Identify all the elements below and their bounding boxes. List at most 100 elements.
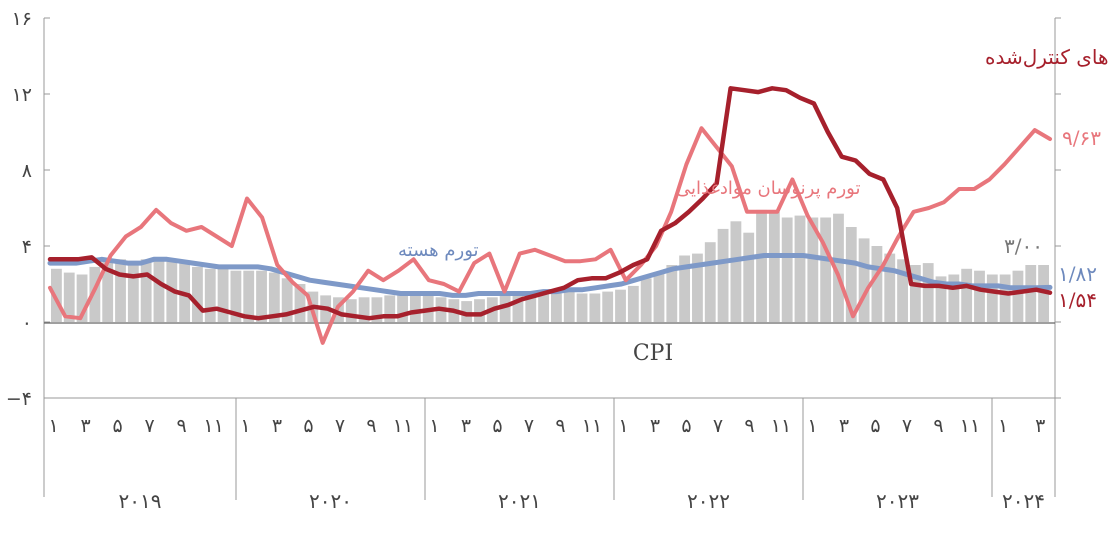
- cpi-bar: [115, 259, 126, 322]
- cpi-bar: [243, 270, 255, 322]
- cpi-bar: [268, 272, 280, 322]
- cpi-bar: [909, 265, 921, 322]
- x-tick-label: ۱۱: [771, 415, 791, 437]
- x-tick-label: ۵: [681, 415, 691, 437]
- cpi-bar: [884, 253, 896, 322]
- cpi-bar: [871, 246, 883, 322]
- cpi-bar: [256, 270, 267, 322]
- end-label-core: ۱/۸۲: [1058, 262, 1097, 286]
- year-label: ۲۰۱۹: [119, 489, 162, 513]
- year-label: ۲۰۲۳: [876, 489, 919, 513]
- year-label: ۲۰۲۴: [1002, 489, 1045, 513]
- x-tick-label: ۹: [555, 415, 565, 437]
- cpi-bar: [51, 268, 62, 322]
- cpi-bar: [833, 213, 844, 322]
- label-cpi: CPI: [633, 341, 673, 366]
- cpi-bar: [384, 295, 396, 322]
- cpi-bar: [474, 299, 485, 322]
- cpi-bar: [397, 295, 408, 322]
- x-tick-label: ۵: [303, 415, 313, 437]
- cpi-bar: [897, 259, 908, 322]
- cpi-bar: [538, 293, 549, 322]
- x-tick-label: ۱: [998, 415, 1008, 437]
- x-tick-label: ۵: [870, 415, 880, 437]
- cpi-bar: [127, 261, 139, 322]
- x-tick-label: ۹: [744, 415, 754, 437]
- cpi-bar: [961, 268, 973, 322]
- cpi-bar: [692, 253, 703, 322]
- cpi-bar: [512, 293, 524, 322]
- x-tick-label: ۱: [618, 415, 628, 437]
- x-tick-label: ۱: [240, 415, 250, 437]
- x-tick-label: ۱۱: [582, 415, 602, 437]
- cpi-bar: [102, 261, 114, 322]
- cpi-bar: [140, 259, 152, 322]
- x-tick-label: ۳: [80, 415, 90, 437]
- cpi-bar: [217, 266, 229, 322]
- cpi-bar: [153, 257, 165, 322]
- cpi-bar: [576, 293, 588, 322]
- cpi-bar: [602, 291, 614, 322]
- cpi-bar: [935, 276, 947, 322]
- series-line-2: [48, 126, 1052, 345]
- cpi-bar: [653, 272, 665, 322]
- series-lines: [47, 86, 1053, 345]
- year-label: ۲۰۲۰: [309, 489, 352, 513]
- y-tick-label: ۴: [22, 236, 32, 258]
- x-tick-label: ۹: [366, 415, 376, 437]
- x-tick-label: ۱: [807, 415, 817, 437]
- cpi-bar: [974, 270, 985, 322]
- x-tick-label: ۱۱: [960, 415, 980, 437]
- cpi-bar: [294, 284, 306, 322]
- cpi-bar: [525, 293, 537, 322]
- cpi-bar: [371, 297, 383, 322]
- cpi-bar: [986, 274, 998, 322]
- x-tick-label: ۹: [176, 415, 186, 437]
- cpi-bar: [922, 263, 934, 322]
- cpi-bar: [743, 232, 755, 322]
- year-label: ۲۰۲۲: [687, 489, 730, 513]
- cpi-bar: [704, 242, 716, 322]
- x-tick-label: ۷: [713, 415, 723, 437]
- y-tick-label: ۱۲: [12, 84, 32, 106]
- y-tick-label: ۰: [22, 312, 32, 334]
- cpi-bar: [589, 293, 601, 322]
- year-label: ۲۰۲۱: [498, 489, 541, 513]
- x-tick-label: ۳: [650, 415, 660, 437]
- cpi-bar: [858, 238, 870, 322]
- cpi-bar: [717, 228, 729, 322]
- cpi-bar: [820, 217, 832, 322]
- x-tick-label: ۷: [335, 415, 345, 437]
- cpi-bar: [63, 272, 75, 322]
- y-axis-ticks: −۴ ۰ ۴ ۸ ۱۲ ۱۶: [6, 8, 1061, 410]
- cpi-bar: [409, 293, 421, 322]
- cpi-bar: [794, 215, 806, 322]
- cpi-bar: [358, 297, 370, 322]
- y-tick-label: ۸: [22, 160, 32, 182]
- label-controlled-prices: قیمت‌های کنترل‌شده: [985, 45, 1108, 69]
- label-core-inflation: تورم هسته: [398, 240, 479, 261]
- cpi-bar: [666, 265, 678, 322]
- cpi-bar: [948, 274, 960, 322]
- cpi-bar: [76, 274, 88, 322]
- cpi-bar: [679, 255, 691, 322]
- x-tick-label: ۳: [461, 415, 471, 437]
- x-tick-label: ۱۱: [393, 415, 413, 437]
- end-label-food: ۹/۶۳: [1062, 126, 1101, 150]
- cpi-bar: [845, 227, 857, 322]
- x-tick-label: ۳: [272, 415, 282, 437]
- cpi-bar: [551, 293, 562, 322]
- end-label-controlled: ۱/۵۴: [1058, 288, 1097, 312]
- cpi-bar: [627, 285, 639, 322]
- cpi-bar: [768, 211, 780, 322]
- end-label-cpi: ۳/۰۰: [1004, 234, 1043, 258]
- cpi-bar: [640, 278, 652, 322]
- cpi-bar: [345, 299, 357, 322]
- cpi-bar: [730, 221, 742, 322]
- x-tick-label: ۱: [429, 415, 439, 437]
- x-tick-label: ۱۱: [203, 415, 223, 437]
- cpi-bar: [756, 209, 767, 322]
- y-tick-label: −۴: [6, 388, 32, 410]
